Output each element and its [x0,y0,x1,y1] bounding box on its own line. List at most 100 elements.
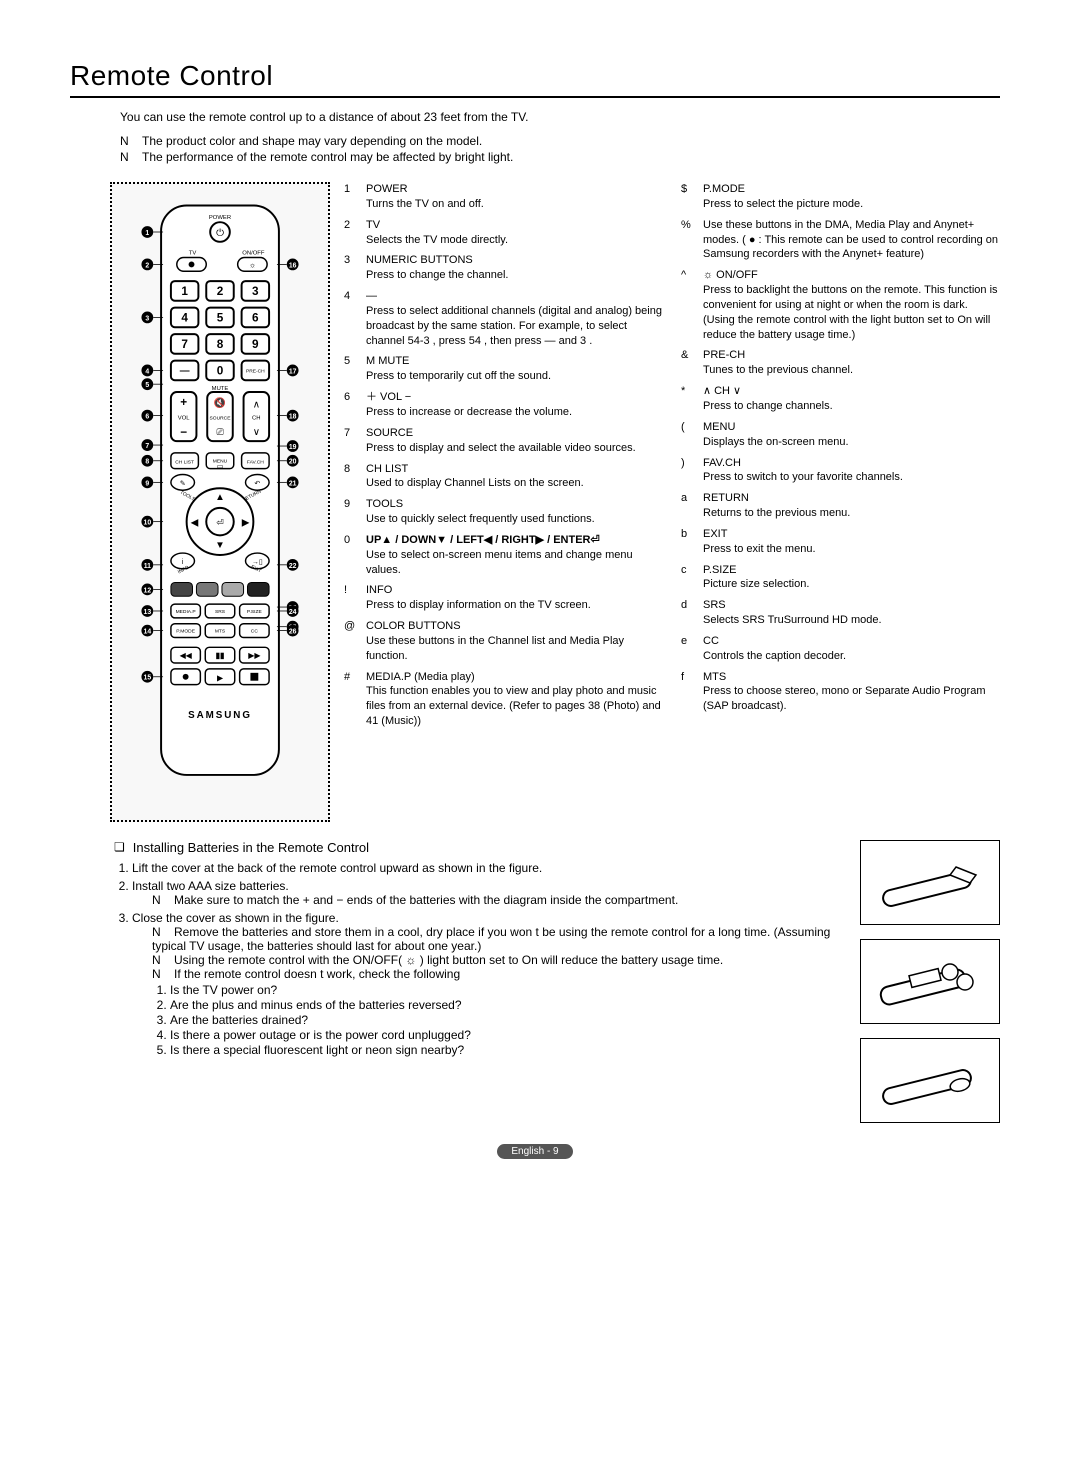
legend-number: $ [681,182,697,212]
legend-title: ☼ ON/OFF [703,268,1000,283]
svg-text:◀: ◀ [191,518,199,529]
svg-text:SAMSUNG: SAMSUNG [188,710,252,721]
svg-text:6: 6 [145,414,149,421]
svg-text:P.SIZE: P.SIZE [247,609,263,615]
svg-text:🔇: 🔇 [214,397,226,409]
legend-right-column: $ P.MODEPress to select the picture mode.… [681,182,1000,735]
legend-title: EXIT [703,527,816,542]
install-heading: Installing Batteries in the Remote Contr… [133,840,369,855]
legend-title: MEDIA.P (Media play) [366,670,663,685]
svg-text:MEDIA.P: MEDIA.P [176,609,196,615]
legend-title: ＋ VOL − [366,390,572,405]
legend-number: e [681,634,697,664]
legend-number: d [681,598,697,628]
legend-item: $ P.MODEPress to select the picture mode. [681,182,1000,212]
legend-item: dSRSSelects SRS TruSurround HD mode. [681,598,1000,628]
legend-number: b [681,527,697,557]
legend-item: cP.SIZEPicture size selection. [681,563,1000,593]
legend-number: c [681,563,697,593]
svg-text:0: 0 [217,364,224,377]
legend-title: MTS [703,670,1000,685]
svg-text:9: 9 [252,338,259,351]
svg-text:21: 21 [289,480,297,487]
legend-text: Press to select the picture mode. [703,198,863,210]
legend-title: CH LIST [366,462,584,477]
checklist-item: Is the TV power on? [170,983,840,997]
svg-text:19: 19 [289,444,297,451]
svg-text:⏻: ⏻ [216,228,224,239]
svg-text:SOURCE: SOURCE [210,416,232,422]
svg-text:ON/OFF: ON/OFF [242,251,265,257]
svg-text:▭: ▭ [217,464,223,471]
legend-title: M MUTE [366,354,551,369]
svg-text:2: 2 [145,262,149,269]
legend-text: Tunes to the previous channel. [703,364,853,376]
legend-number: 1 [344,182,360,212]
checklist-item: Is there a power outage or is the power … [170,1028,840,1042]
legend-number: ) [681,456,697,486]
legend-number: 5 [344,354,360,384]
legend-text: Press to switch to your favorite channel… [703,471,903,483]
legend-text: Press to display information on the TV s… [366,599,591,611]
legend-number: a [681,491,697,521]
legend-number: 3 [344,253,360,283]
svg-text:⎚: ⎚ [216,427,224,437]
legend-item: &PRE-CHTunes to the previous channel. [681,348,1000,378]
svg-text:24: 24 [289,609,297,616]
svg-text:POWER: POWER [209,215,231,221]
legend-item: !INFOPress to display information on the… [344,583,663,613]
legend-title: TV [366,218,508,233]
svg-text:CH: CH [252,416,261,422]
svg-text:7: 7 [145,443,149,450]
legend-text: Press to temporarily cut off the sound. [366,370,551,382]
legend-title: MENU [703,420,849,435]
svg-text:1: 1 [181,285,188,298]
legend-text: Press to increase or decrease the volume… [366,406,572,418]
svg-text:17: 17 [289,368,297,375]
note-mark: N [120,150,142,164]
legend-title: INFO [366,583,591,598]
page-title: Remote Control [70,60,1000,92]
legend-text: Selects the TV mode directly. [366,234,508,246]
svg-text:TV: TV [189,251,197,257]
legend-number: & [681,348,697,378]
legend-text: Press to backlight the buttons on the re… [703,284,998,341]
legend-item: #MEDIA.P (Media play)This function enabl… [344,670,663,729]
svg-text:FAV.CH: FAV.CH [247,460,264,466]
legend-title: P.MODE [703,182,863,197]
legend-title: UP▲ / DOWN▼ / LEFT◀ / RIGHT▶ / ENTER⏎ [366,533,663,548]
svg-text:∨: ∨ [253,427,260,438]
intro-text: You can use the remote control up to a d… [120,110,1000,124]
legend-title: RETURN [703,491,850,506]
legend-item: (MENUDisplays the on-screen menu. [681,420,1000,450]
legend-text: Turns the TV on and off. [366,198,484,210]
legend-text: Selects SRS TruSurround HD mode. [703,614,882,626]
svg-text:✎: ✎ [180,480,186,487]
install-note: NMake sure to match the + and − ends of … [152,893,840,907]
legend-title: SOURCE [366,426,636,441]
legend-title: FAV.CH [703,456,903,471]
svg-text:13: 13 [144,609,152,616]
legend-item: *∧ CH ∨Press to change channels. [681,384,1000,414]
svg-text:⏎: ⏎ [216,518,224,528]
svg-text:26: 26 [289,629,297,636]
svg-text:6: 6 [252,311,259,324]
legend-text: Press to display and select the availabl… [366,442,636,454]
legend-text: Picture size selection. [703,578,809,590]
svg-text:8: 8 [145,459,149,466]
svg-text:▶: ▶ [217,674,224,683]
legend-item: 3NUMERIC BUTTONSPress to change the chan… [344,253,663,283]
legend-text: Press to change the channel. [366,269,508,281]
legend-number: 7 [344,426,360,456]
svg-text:11: 11 [144,563,151,570]
svg-text:18: 18 [289,414,297,421]
svg-text:−: − [180,426,187,439]
svg-text:PRE-CH: PRE-CH [246,368,265,374]
svg-text:SRS: SRS [215,609,226,615]
figure-thumb [860,1038,1000,1123]
svg-text:VOL: VOL [178,416,190,422]
square-bullet-icon: ❏ [114,840,125,854]
svg-text:∧: ∧ [253,400,260,411]
legend-text: Use to quickly select frequently used fu… [366,513,595,525]
legend-title: — [366,289,663,304]
